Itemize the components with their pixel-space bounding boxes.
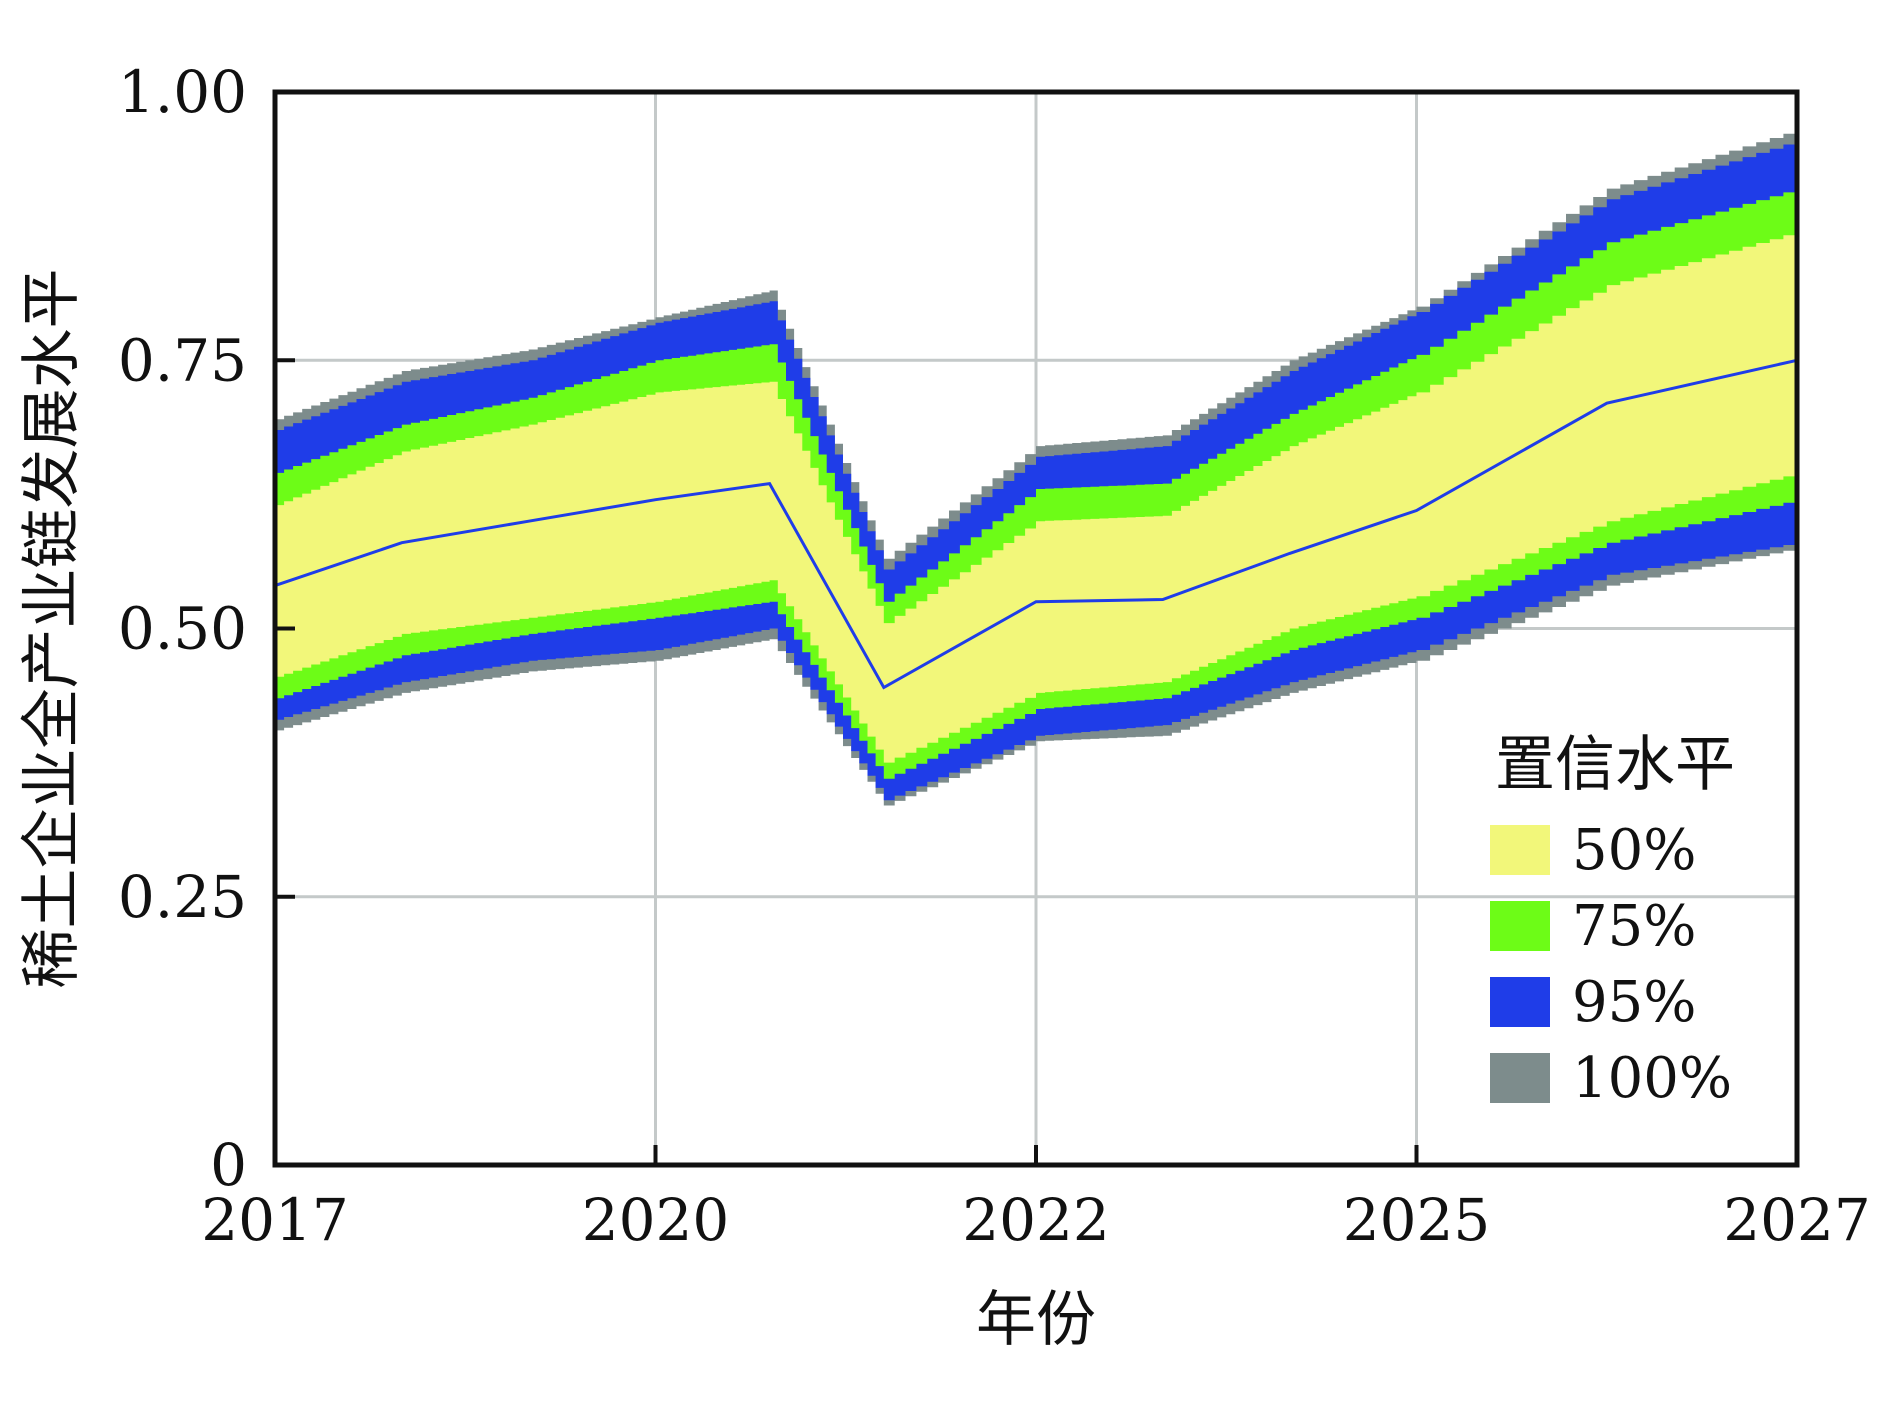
y-tick-label: 0.75 — [118, 326, 247, 394]
band-95pct — [275, 140, 1797, 801]
median-line — [274, 358, 1798, 690]
legend: 置信水平 50% 75% 95% 100% — [1490, 730, 1735, 1111]
x-tick-label: 2022 — [962, 1186, 1110, 1254]
y-tick-label: 0 — [210, 1131, 247, 1199]
legend-label: 75% — [1572, 894, 1696, 959]
y-tick-label: 1.00 — [118, 58, 247, 126]
legend-label: 100% — [1572, 1046, 1732, 1111]
legend-label: 95% — [1572, 970, 1696, 1035]
legend-label: 50% — [1572, 818, 1696, 883]
legend-swatch — [1490, 901, 1550, 951]
median-series — [274, 358, 1798, 690]
axis-ticks: 2017 2020 2022 2025 2027 0 0.25 0.50 0.75 1.00 — [118, 58, 1871, 1254]
x-tick-label: 2020 — [582, 1186, 730, 1254]
x-tick-label: 2017 — [201, 1186, 349, 1254]
x-tick-label: 2027 — [1723, 1186, 1871, 1254]
legend-title: 置信水平 — [1495, 730, 1735, 800]
band-50pct — [275, 231, 1797, 763]
x-axis-title: 年份 — [976, 1285, 1096, 1355]
y-tick-label: 0.50 — [118, 595, 247, 663]
legend-swatch — [1490, 825, 1550, 875]
y-tick-label: 0.25 — [118, 863, 247, 931]
legend-swatch — [1490, 977, 1550, 1027]
y-axis-title: 稀土企业全产业链发展水平 — [17, 269, 87, 989]
x-tick-label: 2025 — [1343, 1186, 1491, 1254]
legend-swatch — [1490, 1053, 1550, 1103]
confidence-bands — [275, 129, 1797, 806]
